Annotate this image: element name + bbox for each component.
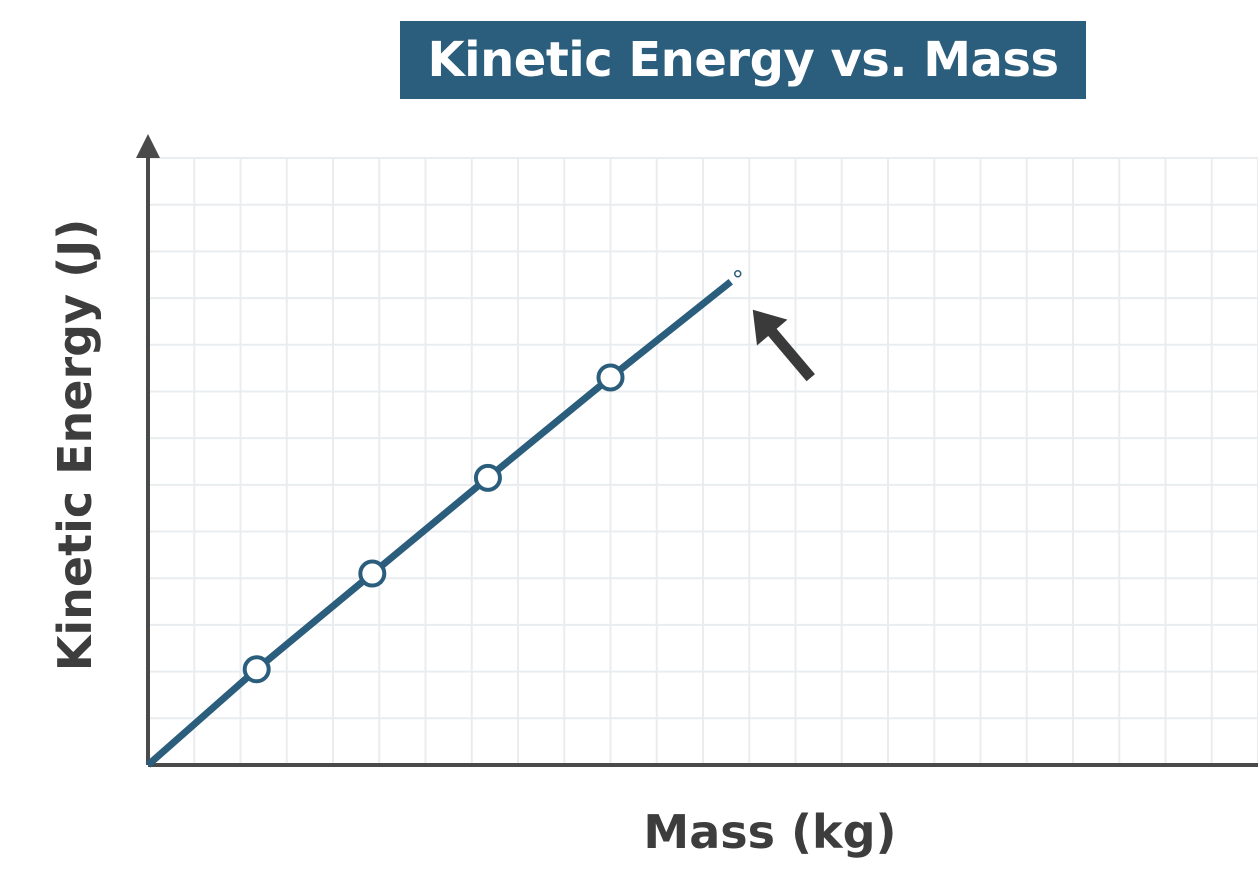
line-end-dot	[734, 269, 742, 278]
series	[145, 269, 742, 768]
chart-title-banner: Kinetic Energy vs. Mass	[400, 21, 1086, 99]
chart-title: Kinetic Energy vs. Mass	[427, 32, 1059, 88]
annotation-arrow-shaft	[762, 322, 815, 382]
grid	[148, 157, 1258, 765]
axes	[136, 134, 1258, 767]
data-point	[242, 655, 271, 684]
annotations	[752, 309, 815, 382]
annotation-arrow-head	[752, 309, 788, 346]
series-line	[145, 278, 733, 768]
data-point	[358, 559, 387, 588]
x-axis-label: Mass (kg)	[643, 805, 897, 859]
data-point	[473, 463, 502, 492]
data-point	[596, 363, 625, 392]
y-axis-label: Kinetic Energy (J)	[48, 218, 102, 672]
